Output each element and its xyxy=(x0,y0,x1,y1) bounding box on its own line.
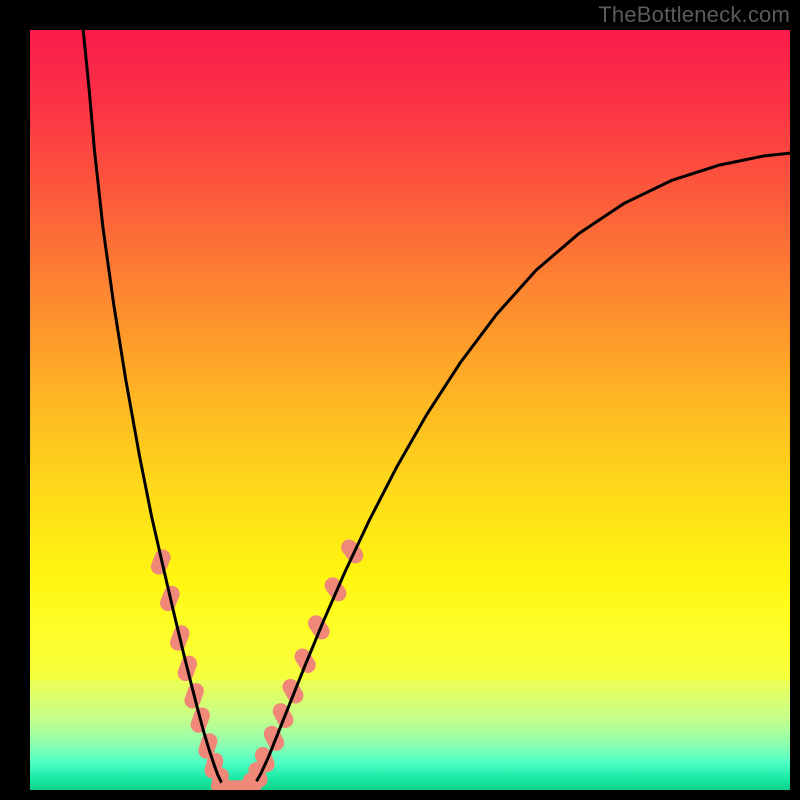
curve-left xyxy=(83,30,230,790)
data-marker xyxy=(280,676,307,707)
data-marker xyxy=(321,574,349,604)
valley-marker xyxy=(220,780,260,790)
plot-area xyxy=(30,30,790,790)
curve-right xyxy=(250,153,790,790)
chart-stage: TheBottleneck.com xyxy=(0,0,800,800)
curve-layer xyxy=(30,30,790,790)
data-marker xyxy=(338,536,367,566)
data-marker xyxy=(291,646,318,677)
data-marker xyxy=(305,612,333,643)
watermark-text: TheBottleneck.com xyxy=(598,2,790,28)
marker-group xyxy=(148,536,366,790)
